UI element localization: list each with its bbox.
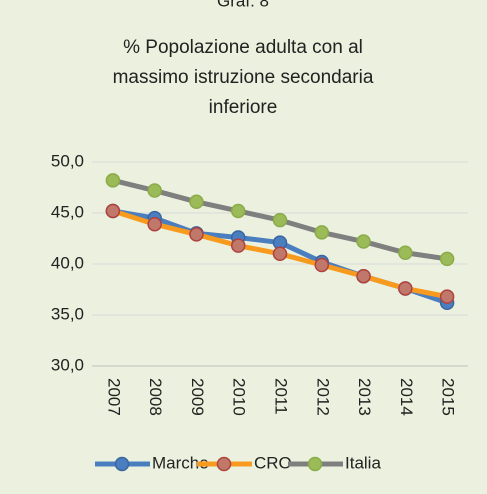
legend-marker [114, 456, 130, 472]
x-tick-label: 2009 [188, 378, 207, 416]
x-tick-label: 2013 [355, 378, 374, 416]
marker [272, 212, 288, 228]
marker [356, 234, 371, 249]
marker [105, 173, 121, 188]
legend-marker [307, 456, 323, 472]
x-tick-label: 2011 [272, 378, 291, 415]
x-tick-label: 2015 [439, 378, 458, 416]
legend-label: CRO [254, 453, 292, 472]
x-tick-label: 2012 [313, 378, 332, 416]
x-tick-label: 2008 [146, 378, 165, 416]
marker [398, 281, 413, 296]
marker [147, 183, 162, 198]
chart-title: massimo istruzione secondaria [113, 67, 374, 88]
chart-title: inferiore [209, 97, 278, 118]
marker [189, 194, 204, 210]
marker [230, 203, 246, 219]
marker [356, 268, 371, 284]
marker [398, 245, 413, 261]
y-tick-label: 50,0 [51, 151, 84, 170]
x-tick-label: 2007 [104, 378, 123, 416]
marker [439, 289, 455, 304]
x-tick-label: 2014 [397, 378, 416, 416]
legend-label: Marche [152, 453, 209, 472]
chart-caption: Graf. 8 [217, 0, 269, 10]
marker [314, 225, 330, 240]
y-tick-label: 45,0 [51, 202, 84, 221]
legend-marker [216, 456, 232, 472]
legend-label: Italia [345, 453, 381, 472]
chart-title: % Popolazione adulta con al [123, 37, 363, 58]
marker [439, 251, 455, 267]
y-tick-label: 35,0 [51, 304, 84, 323]
marker [189, 227, 204, 242]
marker [105, 203, 121, 219]
marker [314, 257, 330, 273]
y-tick-label: 40,0 [51, 253, 84, 272]
x-tick-label: 2010 [230, 378, 249, 416]
marker [272, 246, 288, 262]
y-tick-label: 30,0 [51, 355, 84, 374]
marker [230, 238, 246, 253]
marker [147, 216, 162, 232]
